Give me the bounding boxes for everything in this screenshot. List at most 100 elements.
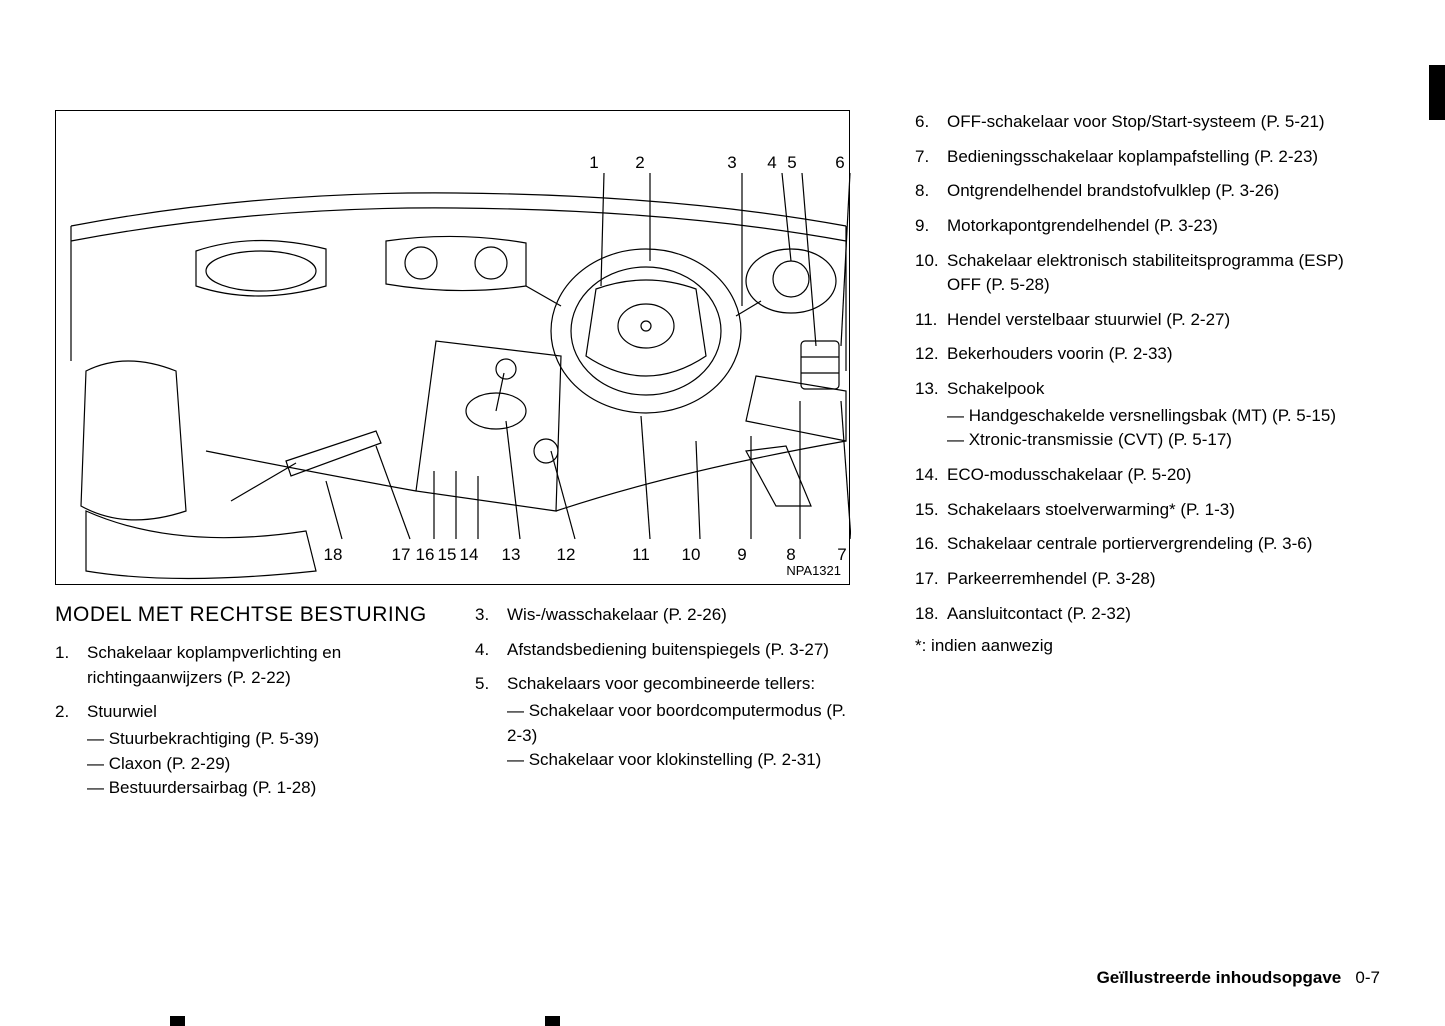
subitem: — Xtronic-transmissie (CVT) (P. 5-17) — [947, 428, 1360, 453]
footer-section: Geïllustreerde inhoudsopgave — [1097, 968, 1342, 987]
parts-list-item: 16. Schakelaar centrale portiervergrendel… — [915, 532, 1360, 557]
callout-number: 17 — [391, 545, 411, 565]
subitem: — Handgeschakelde versnellingsbak (MT) (… — [947, 404, 1360, 429]
callout-number: 11 — [631, 545, 651, 565]
item-text: Schakelaar centrale portiervergrendeling… — [947, 534, 1312, 553]
parts-list-2: 3. Wis-/wasschakelaar (P. 2-26) 4. Afstands… — [475, 603, 855, 773]
callout-number: 2 — [630, 153, 650, 173]
callout-number: 3 — [722, 153, 742, 173]
item-text: Schakelaars voor gecombineerde tellers: — [507, 674, 815, 693]
subitems: — Handgeschakelde versnellingsbak (MT) (… — [947, 404, 1360, 453]
parts-list-item: 6. OFF-schakelaar voor Stop/Start-systeem… — [915, 110, 1360, 135]
parts-list-item: 10.Schakelaar elektronisch stabiliteitsp… — [915, 249, 1360, 298]
dashboard-line-art — [56, 111, 851, 586]
parts-list-item: 15. Schakelaars stoelverwarming* (P. 1-3) — [915, 498, 1360, 523]
callout-number: 9 — [732, 545, 752, 565]
parts-list-3: 6. OFF-schakelaar voor Stop/Start-systeem… — [915, 110, 1360, 626]
item-number: 18. — [915, 602, 941, 627]
parts-list-item: 9. Motorkapontgrendelhendel (P. 3-23) — [915, 214, 1360, 239]
callout-number: 12 — [556, 545, 576, 565]
item-text: Bekerhouders voorin (P. 2-33) — [947, 344, 1173, 363]
item-number: 3. — [475, 603, 501, 628]
item-text: Afstandsbediening buitenspiegels (P. 3-2… — [507, 640, 829, 659]
parts-list-item: 7. Bedieningsschakelaar koplampafstelling… — [915, 145, 1360, 170]
footer-page: 0-7 — [1355, 968, 1380, 987]
crop-mark — [545, 1016, 560, 1026]
item-text: OFF-schakelaar voor Stop/Start-systeem (… — [947, 112, 1325, 131]
callout-number: 6 — [830, 153, 850, 173]
item-number: 4. — [475, 638, 501, 663]
item-text: Hendel verstelbaar stuurwiel (P. 2-27) — [947, 310, 1230, 329]
item-number: 5. — [475, 672, 501, 697]
subitem: — Stuurbekrachtiging (P. 5-39) — [87, 727, 435, 752]
parts-list-item: 12. Bekerhouders voorin (P. 2-33) — [915, 342, 1360, 367]
callout-number: 5 — [782, 153, 802, 173]
item-number: 11. — [915, 308, 941, 333]
column-1: MODEL MET RECHTSE BESTURING 1.Schakelaar… — [55, 603, 435, 811]
callout-number: 8 — [781, 545, 801, 565]
diagram-code: NPA1321 — [786, 563, 841, 578]
item-text: Schakelpook — [947, 379, 1044, 398]
callout-number: 14 — [459, 545, 479, 565]
subitem: — Schakelaar voor klokinstelling (P. 2-3… — [507, 748, 855, 773]
page-content: 123456181716151413121110987 NPA1321 MODE… — [55, 110, 1365, 811]
parts-list-item: 1.Schakelaar koplampverlichting en richt… — [55, 641, 435, 690]
item-number: 10. — [915, 249, 941, 274]
subitem: — Claxon (P. 2-29) — [87, 752, 435, 777]
parts-list-item: 8. Ontgrendelhendel brandstofvulklep (P. … — [915, 179, 1360, 204]
dashboard-diagram: 123456181716151413121110987 NPA1321 — [55, 110, 850, 585]
subitem: — Bestuurdersairbag (P. 1-28) — [87, 776, 435, 801]
callout-number: 4 — [762, 153, 782, 173]
item-number: 15. — [915, 498, 941, 523]
item-number: 7. — [915, 145, 941, 170]
parts-list-item: 18. Aansluitcontact (P. 2-32) — [915, 602, 1360, 627]
item-number: 14. — [915, 463, 941, 488]
callout-number: 13 — [501, 545, 521, 565]
section-title: MODEL MET RECHTSE BESTURING — [55, 603, 435, 627]
item-text: Wis-/wasschakelaar (P. 2-26) — [507, 605, 727, 624]
item-text: ECO-modusschakelaar (P. 5-20) — [947, 465, 1191, 484]
item-number: 13. — [915, 377, 941, 402]
callout-number: 16 — [415, 545, 435, 565]
item-text: Aansluitcontact (P. 2-32) — [947, 604, 1131, 623]
callout-number: 7 — [832, 545, 852, 565]
parts-list-1: 1.Schakelaar koplampverlichting en richt… — [55, 641, 435, 801]
subitems: — Stuurbekrachtiging (P. 5-39)— Claxon (… — [87, 727, 435, 801]
item-text: Schakelaar elektronisch stabiliteitsprog… — [947, 251, 1344, 295]
item-number: 9. — [915, 214, 941, 239]
item-number: 12. — [915, 342, 941, 367]
chapter-tab — [1429, 65, 1445, 120]
item-text: Schakelaars stoelverwarming* (P. 1-3) — [947, 500, 1235, 519]
item-text: Bedieningsschakelaar koplampafstelling (… — [947, 147, 1318, 166]
item-text: Parkeerremhendel (P. 3-28) — [947, 569, 1156, 588]
item-number: 1. — [55, 641, 81, 666]
page-footer: Geïllustreerde inhoudsopgave 0-7 — [1097, 968, 1380, 988]
item-number: 8. — [915, 179, 941, 204]
callout-number: 15 — [437, 545, 457, 565]
item-text: Motorkapontgrendelhendel (P. 3-23) — [947, 216, 1218, 235]
subitems: — Schakelaar voor boordcomputermodus (P.… — [507, 699, 855, 773]
parts-list-item: 2. Stuurwiel — Stuurbekrachtiging (P. 5-39… — [55, 700, 435, 801]
item-text: Stuurwiel — [87, 702, 157, 721]
callout-number: 18 — [323, 545, 343, 565]
parts-list-item: 11. Hendel verstelbaar stuurwiel (P. 2-27… — [915, 308, 1360, 333]
parts-list-item: 13. Schakelpook — Handgeschakelde versnell… — [915, 377, 1360, 453]
column-2: 3. Wis-/wasschakelaar (P. 2-26) 4. Afstands… — [475, 603, 855, 811]
footnote: *: indien aanwezig — [915, 636, 1360, 656]
parts-list-item: 4. Afstandsbediening buitenspiegels (P. 3… — [475, 638, 855, 663]
item-number: 6. — [915, 110, 941, 135]
subitem: — Schakelaar voor boordcomputermodus (P.… — [507, 699, 855, 748]
parts-list-item: 5. Schakelaars voor gecombineerde tellers… — [475, 672, 855, 773]
item-text: Schakelaar koplampverlichting en richtin… — [87, 643, 341, 687]
item-number: 2. — [55, 700, 81, 725]
column-3: 6. OFF-schakelaar voor Stop/Start-systeem… — [915, 110, 1360, 656]
item-number: 17. — [915, 567, 941, 592]
parts-list-item: 14. ECO-modusschakelaar (P. 5-20) — [915, 463, 1360, 488]
parts-list-item: 17. Parkeerremhendel (P. 3-28) — [915, 567, 1360, 592]
crop-mark — [170, 1016, 185, 1026]
callout-number: 1 — [584, 153, 604, 173]
parts-list-item: 3. Wis-/wasschakelaar (P. 2-26) — [475, 603, 855, 628]
item-text: Ontgrendelhendel brandstofvulklep (P. 3-… — [947, 181, 1279, 200]
callout-number: 10 — [681, 545, 701, 565]
item-number: 16. — [915, 532, 941, 557]
